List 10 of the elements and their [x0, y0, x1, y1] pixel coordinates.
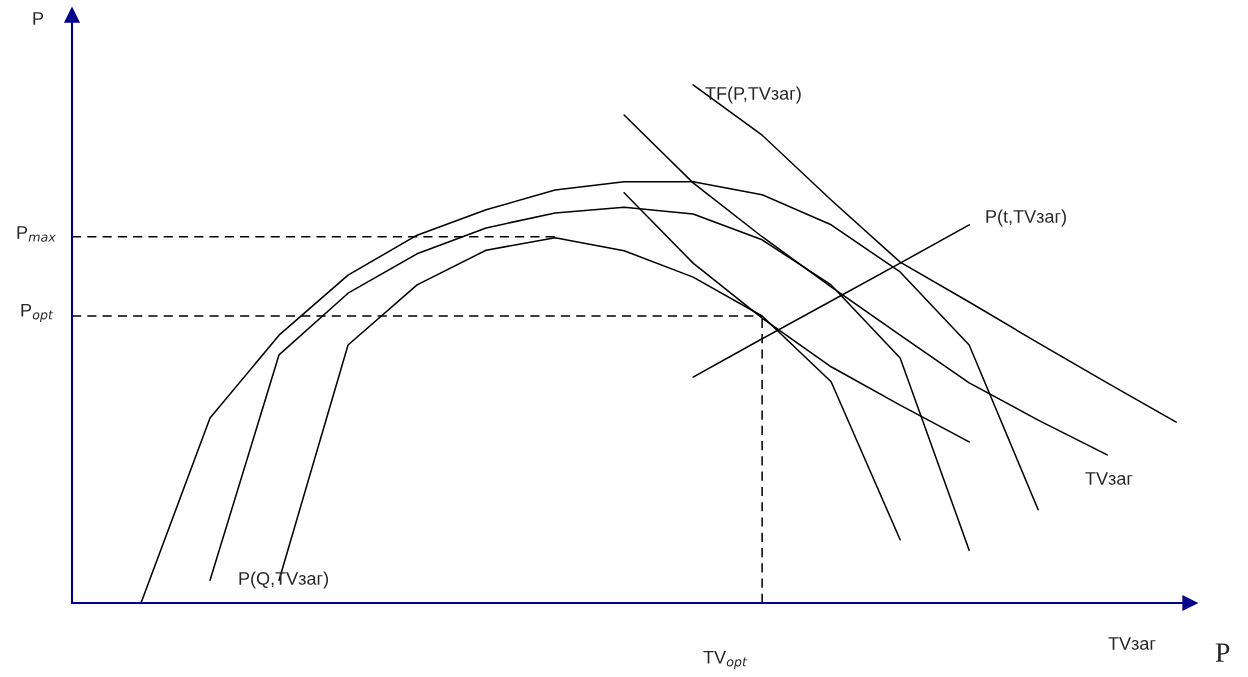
- annotation: P(Q,TVзаг): [239, 571, 328, 589]
- x-axis-title: TVзаг: [1108, 637, 1156, 650]
- annotation: TVзаг: [1085, 472, 1133, 485]
- annotation: TF(P,TVзаг): [705, 86, 801, 104]
- text: TV$_{opt}$: [703, 650, 748, 669]
- y-axis-title: P: [33, 12, 44, 25]
- text: P$_{max}$: [17, 226, 56, 242]
- text: P$_{opt}$: [21, 303, 54, 322]
- annotation: P(t,TVзаг): [986, 209, 1066, 227]
- text: P: [1215, 643, 1230, 662]
